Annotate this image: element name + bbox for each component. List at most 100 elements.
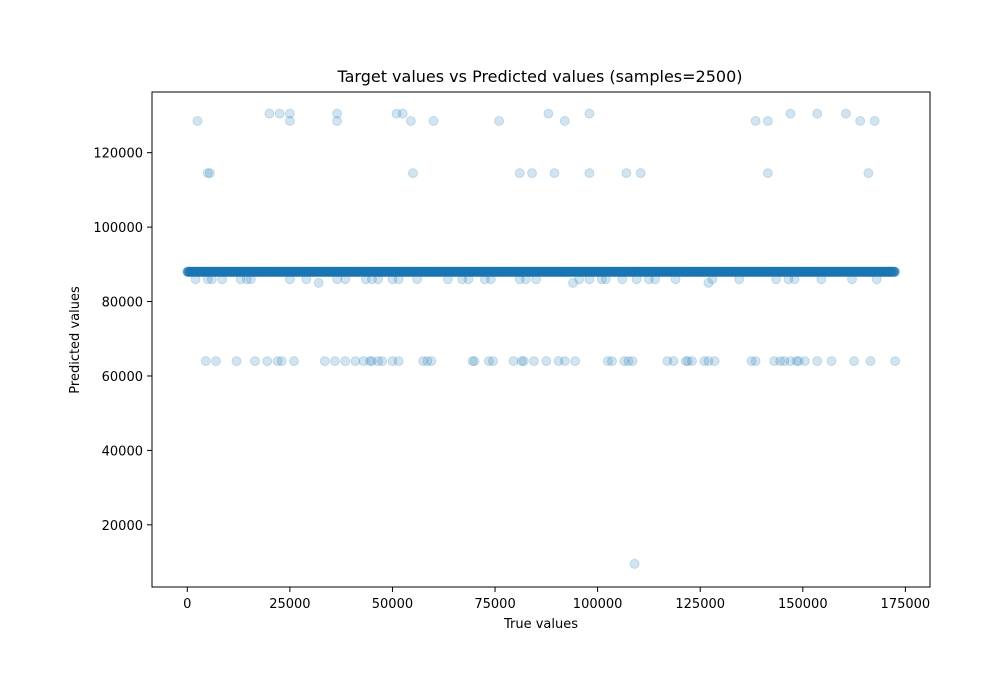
- data-point: [194, 266, 205, 277]
- data-point: [393, 266, 404, 277]
- data-point: [268, 266, 279, 277]
- data-point: [607, 356, 617, 367]
- data-point: [183, 266, 194, 277]
- data-point: [421, 266, 432, 277]
- data-point: [381, 266, 392, 277]
- data-point: [283, 266, 293, 277]
- data-point: [237, 266, 248, 277]
- data-point: [442, 266, 453, 277]
- data-point: [340, 356, 351, 367]
- data-point: [849, 356, 860, 367]
- data-point: [359, 266, 370, 277]
- data-point: [351, 266, 362, 277]
- data-point: [277, 266, 288, 277]
- data-point: [318, 266, 329, 277]
- data-point: [434, 266, 444, 277]
- data-point: [249, 266, 260, 277]
- data-point: [290, 266, 301, 277]
- data-point: [184, 266, 195, 277]
- data-point: [362, 266, 373, 277]
- data-point: [621, 168, 632, 179]
- data-point: [314, 266, 325, 277]
- data-point: [262, 266, 273, 277]
- data-point: [475, 266, 486, 277]
- data-point: [298, 266, 309, 277]
- data-point: [293, 266, 304, 277]
- data-point: [333, 266, 344, 277]
- data-point: [221, 266, 232, 277]
- data-point: [785, 108, 796, 119]
- data-point: [345, 266, 356, 277]
- data-point: [350, 266, 360, 277]
- data-point: [198, 266, 209, 277]
- data-point: [454, 266, 465, 277]
- data-point: [182, 266, 193, 277]
- data-point: [445, 266, 456, 277]
- data-point: [392, 266, 403, 277]
- data-point: [446, 266, 457, 277]
- data-point: [475, 266, 486, 277]
- data-point: [243, 266, 254, 277]
- data-point: [352, 266, 363, 277]
- data-point: [280, 266, 291, 277]
- data-point: [260, 266, 271, 277]
- data-point: [296, 266, 307, 277]
- data-point: [460, 266, 471, 277]
- data-point: [377, 356, 388, 367]
- data-point: [271, 266, 282, 277]
- data-point: [396, 266, 407, 277]
- data-point: [261, 266, 272, 277]
- data-point: [413, 266, 424, 277]
- data-point: [428, 266, 439, 277]
- data-point: [734, 274, 745, 285]
- data-point: [346, 266, 357, 277]
- data-point: [273, 266, 284, 277]
- data-point: [354, 266, 365, 277]
- data-point: [508, 356, 519, 367]
- data-point: [316, 266, 327, 277]
- data-point: [425, 266, 436, 277]
- x-tick-label: 50000: [372, 597, 413, 612]
- data-point: [475, 266, 486, 277]
- data-point: [396, 266, 407, 277]
- data-point: [190, 274, 201, 285]
- data-point: [326, 266, 337, 277]
- data-point: [267, 266, 278, 277]
- data-point: [323, 266, 334, 277]
- data-point: [469, 266, 480, 277]
- data-point: [282, 266, 293, 277]
- data-point: [240, 266, 251, 277]
- data-point: [276, 266, 287, 277]
- data-point: [415, 266, 426, 277]
- data-point: [412, 274, 423, 285]
- data-point: [388, 266, 399, 277]
- data-point: [269, 266, 280, 277]
- data-point: [357, 266, 368, 277]
- data-point: [326, 266, 337, 277]
- data-point: [342, 266, 353, 277]
- data-point: [308, 266, 319, 277]
- data-point: [460, 266, 471, 277]
- data-point: [355, 266, 366, 277]
- data-point: [223, 266, 234, 277]
- data-point: [360, 266, 371, 277]
- data-point: [432, 266, 443, 277]
- data-point: [379, 266, 390, 277]
- data-point: [428, 266, 439, 277]
- data-point: [369, 266, 380, 277]
- data-point: [213, 266, 224, 277]
- data-point: [291, 266, 302, 277]
- data-point: [453, 266, 463, 277]
- data-point: [246, 266, 256, 277]
- data-point: [272, 266, 283, 277]
- data-point: [373, 266, 384, 277]
- data-point: [206, 266, 217, 277]
- data-point: [295, 266, 306, 277]
- data-point: [466, 266, 477, 277]
- data-point: [427, 266, 438, 277]
- data-point: [397, 266, 408, 277]
- data-point: [242, 266, 253, 277]
- data-point: [259, 266, 270, 277]
- data-point: [437, 266, 448, 277]
- data-point: [406, 266, 417, 277]
